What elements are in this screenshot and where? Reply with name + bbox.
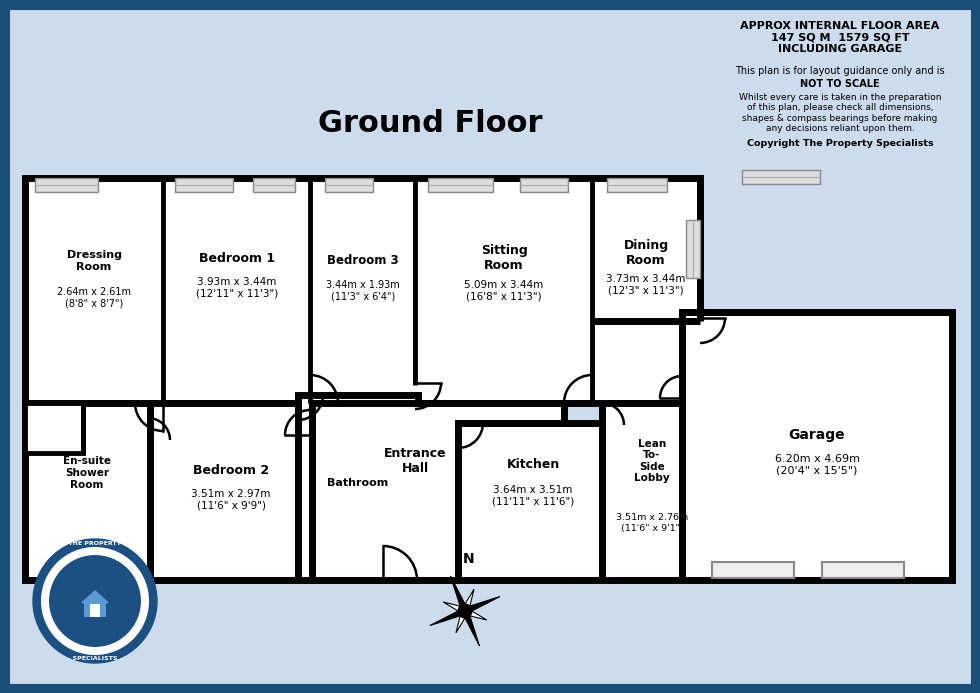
Circle shape (459, 604, 471, 618)
Bar (84, 602, 106, 617)
Bar (35, 178, 98, 192)
Circle shape (33, 539, 157, 663)
Bar (253, 178, 295, 192)
Polygon shape (451, 576, 465, 606)
Text: 6.20m x 4.69m
(20'4" x 15'5"): 6.20m x 4.69m (20'4" x 15'5") (774, 454, 859, 476)
Text: Bedroom 1: Bedroom 1 (199, 252, 275, 265)
Text: Entrance
Hall: Entrance Hall (384, 447, 446, 475)
Text: 3.51m x 2.97m
(11'6" x 9'9"): 3.51m x 2.97m (11'6" x 9'9") (191, 489, 270, 511)
Text: This plan is for layout guidance only and is: This plan is for layout guidance only an… (735, 66, 945, 76)
Text: 3.51m x 2.76m
(11'6" x 9'1"): 3.51m x 2.76m (11'6" x 9'1") (615, 514, 688, 533)
Text: Copyright The Property Specialists: Copyright The Property Specialists (747, 139, 933, 148)
Bar (150, 403, 312, 580)
Bar (25, 403, 153, 580)
Text: Kitchen: Kitchen (507, 459, 560, 471)
Text: Sitting
Room: Sitting Room (480, 244, 527, 272)
Polygon shape (456, 616, 465, 633)
Text: Bedroom 3: Bedroom 3 (327, 254, 399, 267)
Bar (822, 562, 904, 578)
Text: 3.64m x 3.51m
(11'11" x 11'6"): 3.64m x 3.51m (11'11" x 11'6") (492, 485, 574, 507)
Polygon shape (430, 611, 461, 626)
Bar (25, 403, 83, 453)
Bar (602, 403, 702, 580)
Text: 3.73m x 3.44m
(12'3" x 11'3"): 3.73m x 3.44m (12'3" x 11'3") (607, 274, 686, 296)
Polygon shape (469, 611, 487, 620)
Polygon shape (465, 616, 479, 646)
Bar (90, 604, 100, 617)
Bar (298, 395, 418, 580)
Text: · THE PROPERTY ·: · THE PROPERTY · (64, 541, 125, 545)
Polygon shape (469, 597, 500, 611)
Text: 3.93m x 3.44m
(12'11" x 11'3"): 3.93m x 3.44m (12'11" x 11'3") (196, 277, 278, 299)
Text: Bedroom 2: Bedroom 2 (193, 464, 270, 477)
Bar (25, 178, 700, 403)
Text: Garage: Garage (789, 428, 846, 442)
Text: Dressing
Room: Dressing Room (67, 250, 122, 272)
Text: 3.44m x 1.93m
(11'3" x 6'4"): 3.44m x 1.93m (11'3" x 6'4") (326, 280, 400, 301)
Bar (686, 220, 700, 278)
Text: NOT TO SCALE: NOT TO SCALE (801, 79, 880, 89)
Bar (682, 312, 952, 580)
Polygon shape (443, 602, 461, 611)
Circle shape (42, 547, 148, 654)
Polygon shape (82, 591, 108, 603)
Text: 2.64m x 2.61m
(8'8" x 8'7"): 2.64m x 2.61m (8'8" x 8'7") (57, 287, 131, 309)
Text: 5.09m x 3.44m
(16'8" x 11'3"): 5.09m x 3.44m (16'8" x 11'3") (465, 280, 544, 301)
Text: Bathroom: Bathroom (327, 478, 389, 488)
Bar (175, 178, 233, 192)
Bar (312, 403, 564, 580)
Bar (428, 178, 493, 192)
Polygon shape (465, 589, 474, 606)
Text: Ground Floor: Ground Floor (318, 109, 542, 137)
Text: Whilst every care is taken in the preparation
of this plan, please check all dim: Whilst every care is taken in the prepar… (739, 93, 941, 133)
Bar (712, 562, 794, 578)
Bar (742, 170, 820, 184)
Text: · SPECIALISTS ·: · SPECIALISTS · (68, 656, 122, 660)
Bar (325, 178, 373, 192)
Text: Dining
Room: Dining Room (623, 239, 668, 267)
Text: APPROX INTERNAL FLOOR AREA
147 SQ M  1579 SQ FT
INCLUDING GARAGE: APPROX INTERNAL FLOOR AREA 147 SQ M 1579… (740, 21, 940, 54)
Text: N: N (464, 552, 475, 566)
Bar (607, 178, 667, 192)
Text: Lean
To-
Side
Lobby: Lean To- Side Lobby (634, 439, 669, 484)
Bar (520, 178, 568, 192)
Text: En-suite
Shower
Room: En-suite Shower Room (63, 457, 111, 489)
Bar (458, 423, 608, 580)
Circle shape (50, 556, 140, 647)
